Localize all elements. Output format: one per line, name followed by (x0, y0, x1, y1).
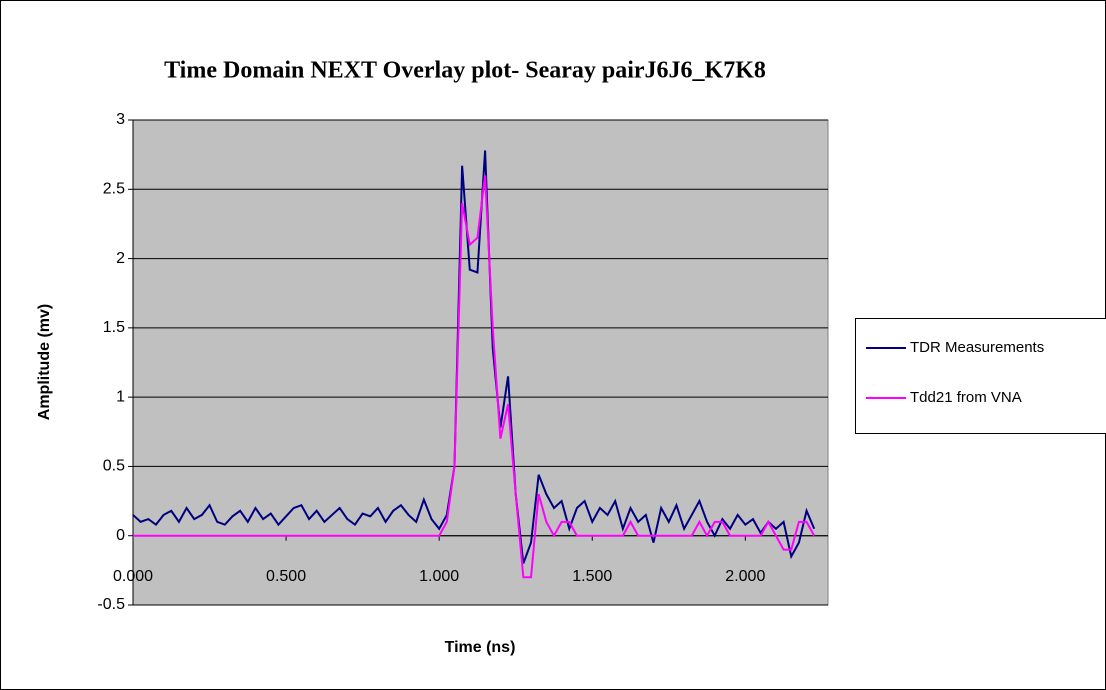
y-axis-label: Amplitude (mv) (36, 304, 53, 420)
y-tick-label: 0.5 (103, 458, 125, 475)
y-tick-label: 0 (116, 527, 125, 544)
series-line (132, 150, 816, 564)
plot-area (132, 119, 829, 606)
x-tick-label: 0.000 (113, 568, 153, 585)
x-axis-label: Time (ns) (445, 639, 516, 656)
legend-label: TDR Measurements (910, 339, 1044, 356)
chart-title: Time Domain NEXT Overlay plot- Searay pa… (164, 58, 766, 84)
y-tick-label: 3 (116, 111, 125, 128)
x-tick-label: 1.500 (572, 568, 612, 585)
legend-label: Tdd21 from VNA (910, 389, 1022, 406)
x-tick-label: 1.000 (419, 568, 459, 585)
series-line (133, 175, 816, 579)
y-tick-label: -0.5 (97, 596, 125, 613)
legend (855, 318, 1106, 434)
x-tick-label: 2.000 (725, 568, 765, 585)
y-tick-label: 2 (116, 250, 125, 267)
x-tick-label: 0.500 (266, 568, 306, 585)
y-tick-label: 2.5 (103, 181, 125, 198)
y-tick-label: 1.5 (103, 319, 125, 336)
y-tick-label: 1 (116, 388, 125, 405)
